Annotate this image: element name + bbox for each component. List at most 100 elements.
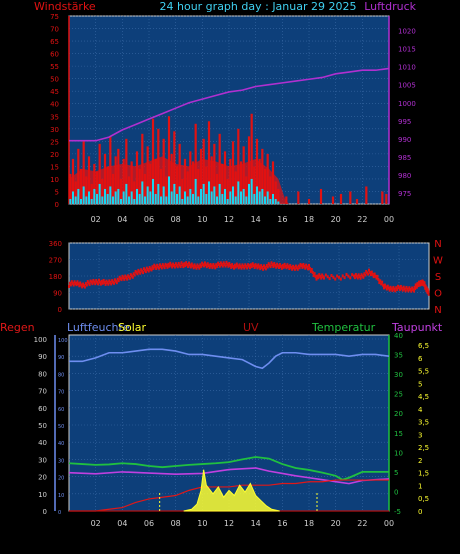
direction-point — [271, 263, 274, 267]
wind-y-tick: 55 — [50, 63, 59, 71]
direction-point — [70, 280, 73, 284]
direction-point — [229, 263, 232, 267]
wind-bar — [200, 188, 202, 204]
direction-point — [188, 261, 190, 265]
wind-bar — [74, 196, 77, 204]
wind-bar — [221, 193, 224, 204]
direction-point — [425, 286, 428, 290]
direction-point — [359, 276, 362, 280]
direction-point — [257, 263, 260, 267]
direction-point — [208, 265, 211, 269]
direction-point — [133, 273, 136, 277]
direction-point — [75, 283, 78, 287]
direction-point — [201, 261, 204, 265]
climate-x-tick: 16 — [277, 519, 287, 528]
direction-point — [230, 265, 233, 269]
direction-point — [99, 282, 102, 286]
direction-point — [165, 263, 168, 267]
direction-point — [287, 265, 290, 269]
temperature-y-tick: 20 — [394, 410, 403, 418]
wind-bar — [181, 198, 184, 204]
humidity-y-tick: 80 — [58, 372, 64, 378]
rain-y-ticks: 0 10 20 30 40 50 60 70 80 90 100 — [34, 336, 47, 516]
direction-point — [184, 264, 187, 268]
direction-point — [177, 261, 180, 265]
direction-point — [279, 264, 282, 268]
direction-point — [183, 262, 186, 266]
wind-y-tick: 45 — [50, 88, 59, 96]
direction-point — [168, 264, 171, 268]
direction-point — [373, 272, 376, 276]
wind-bar — [80, 198, 82, 204]
direction-point — [125, 276, 128, 280]
rain-y-tick: 40 — [38, 439, 47, 447]
direction-point — [336, 274, 339, 278]
direction-point — [173, 265, 176, 269]
direction-point — [220, 262, 223, 266]
direction-point — [270, 261, 273, 265]
direction-point — [204, 263, 207, 267]
wind-bar — [197, 196, 200, 204]
wind-x-tick: 12 — [224, 215, 234, 224]
direction-point — [334, 277, 337, 281]
wind-bar — [136, 188, 138, 204]
direction-point — [251, 262, 254, 266]
direction-point — [354, 273, 357, 277]
direction-point — [136, 272, 139, 276]
direction-point — [109, 280, 112, 284]
uv-y-tick: 6,5 — [418, 342, 429, 350]
wind-y-tick: 5 — [55, 188, 59, 196]
direction-point — [313, 272, 316, 276]
direction-point — [426, 288, 429, 292]
direction-point — [150, 268, 153, 272]
direction-point — [225, 260, 228, 264]
direction-point — [280, 266, 283, 270]
direction-point — [83, 285, 86, 289]
direction-point — [417, 284, 420, 288]
wind-bar — [277, 201, 280, 204]
humidity-y-tick: 100 — [58, 338, 68, 344]
direction-point — [101, 281, 104, 285]
gust-bar — [319, 188, 323, 204]
wind-bar — [128, 196, 130, 204]
direction-point — [375, 276, 378, 280]
wind-bar — [269, 198, 272, 204]
direction-point — [332, 275, 335, 279]
direction-point — [310, 268, 313, 272]
wind-x-tick: 08 — [171, 215, 181, 224]
direction-point — [295, 266, 298, 270]
direction-point — [78, 284, 81, 288]
direction-point — [312, 273, 315, 277]
gust-bar — [349, 191, 352, 204]
direction-point — [281, 263, 284, 267]
wind-bar — [120, 198, 122, 204]
rain-y-tick: 60 — [38, 405, 47, 413]
direction-point — [307, 267, 310, 271]
direction-point — [155, 266, 158, 270]
direction-point — [296, 267, 299, 271]
wind-bar — [194, 178, 197, 204]
direction-point — [193, 263, 196, 267]
direction-point — [96, 280, 99, 284]
wind-axis-label: Windstärke — [34, 0, 96, 13]
temperature-line — [68, 456, 389, 481]
wind-x-tick: 02 — [91, 215, 101, 224]
direction-point — [427, 290, 430, 294]
climate-x-tick: 00 — [384, 519, 394, 528]
humidity-y-tick: 10 — [58, 493, 64, 499]
direction-point — [198, 266, 201, 270]
direction-point — [215, 263, 218, 267]
uv-y-tick: 2 — [418, 457, 422, 465]
wind-y-tick: 70 — [50, 26, 59, 34]
direction-point — [97, 282, 100, 286]
wind-bar — [114, 191, 117, 204]
direction-point — [259, 267, 262, 271]
direction-point — [182, 265, 185, 269]
wind-bar — [237, 181, 240, 204]
compass-label: O — [434, 289, 442, 300]
gust-bar — [331, 196, 335, 204]
direction-y-tick: 270 — [49, 257, 62, 265]
direction-point — [318, 273, 321, 277]
direction-point — [424, 284, 427, 288]
